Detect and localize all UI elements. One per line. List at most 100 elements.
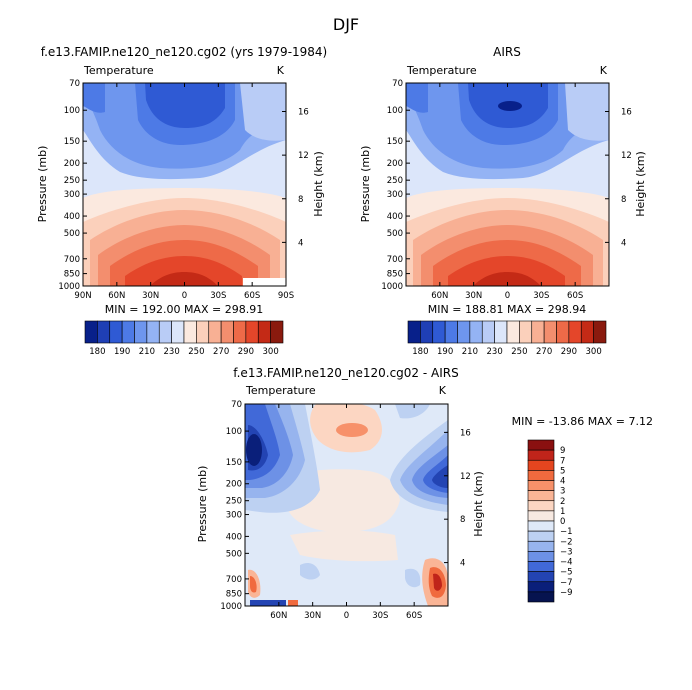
colorbar-label: 210 — [139, 347, 155, 357]
panel-airs-contours — [406, 83, 609, 286]
colorbar-label: 0 — [560, 517, 565, 527]
y-tick-label: 1000 — [58, 282, 80, 292]
colorbar-box — [527, 540, 555, 552]
y-tick-label: 850 — [387, 270, 403, 280]
panel-model-stats: MIN = 192.00 MAX = 298.91 — [105, 303, 263, 316]
y-tick-label: 700 — [64, 255, 80, 265]
colorbar-box — [527, 520, 555, 532]
colorbar-label: 230 — [487, 347, 503, 357]
y-tick-label: 300 — [64, 190, 80, 200]
colorbar-box — [527, 510, 555, 522]
colorbar-label: 250 — [188, 347, 204, 357]
panel-model-y-axis-title: Pressure (mb) — [36, 146, 49, 223]
panel-airs-x-ticks: 60N 30N 0 30S 60S — [431, 83, 583, 301]
colorbar-box — [270, 320, 284, 344]
colorbar-box — [519, 320, 533, 344]
height-tick-label: 8 — [298, 195, 303, 205]
y-tick-label: 700 — [387, 255, 403, 265]
y-tick-label: 400 — [64, 212, 80, 222]
x-tick-label: 90S — [278, 291, 294, 301]
panel-airs-left-string: Temperature — [406, 64, 477, 77]
colorbar-label: −3 — [560, 547, 573, 557]
panel-difference-title: f.e13.FAMIP.ne120_ne120.cg02 - AIRS — [233, 366, 458, 380]
colorbar-label: 270 — [536, 347, 552, 357]
height-tick-label: 16 — [460, 428, 471, 438]
y-tick-label: 70 — [231, 400, 242, 410]
y-tick-label: 100 — [226, 427, 242, 437]
panel-airs-y-ticks: 70 100 150 200 250 300 400 500 700 850 1000 — [381, 79, 410, 292]
y-tick-label: 250 — [387, 176, 403, 186]
colorbar-label: 9 — [560, 446, 565, 456]
colorbar-label: 250 — [511, 347, 527, 357]
colorbar-box — [220, 320, 234, 344]
colorbar-box — [109, 320, 123, 344]
page-title: DJF — [333, 15, 359, 34]
y-tick-label: 100 — [64, 106, 80, 116]
colorbar-box — [196, 320, 210, 344]
colorbar-label: 180 — [89, 347, 105, 357]
colorbar-label: 2 — [560, 497, 565, 507]
y-tick-label: 400 — [387, 212, 403, 222]
panel-difference-y-ticks: 70 100 150 200 250 300 400 500 700 850 1000 — [220, 400, 249, 612]
y-tick-label: 700 — [226, 575, 242, 585]
colorbar-box — [245, 320, 259, 344]
colorbar-label: 4 — [560, 477, 565, 487]
panel-airs-stats: MIN = 188.81 MAX = 298.94 — [428, 303, 586, 316]
panel-airs-colorbar: 180 190 210 230 250 270 290 300 — [407, 320, 607, 357]
panel-airs-title: AIRS — [493, 45, 521, 59]
colorbar-label: 290 — [561, 347, 577, 357]
y-tick-label: 500 — [64, 229, 80, 239]
colorbar-box — [134, 320, 148, 344]
panel-model-title: f.e13.FAMIP.ne120_ne120.cg02 (yrs 1979-1… — [41, 45, 328, 59]
colorbar-label: 210 — [462, 347, 478, 357]
colorbar-box — [527, 470, 555, 481]
colorbar-label: 7 — [560, 456, 565, 466]
colorbar-label: 190 — [114, 347, 130, 357]
panel-difference-height-axis-title: Height (km) — [472, 471, 485, 537]
x-tick-label: 60S — [406, 611, 422, 621]
x-tick-label: 30S — [372, 611, 388, 621]
colorbar-box — [527, 551, 555, 562]
colorbar-label: −7 — [560, 578, 573, 588]
colorbar-box — [527, 459, 555, 471]
y-tick-label: 300 — [387, 190, 403, 200]
y-tick-label: 100 — [387, 106, 403, 116]
x-tick-label: 30N — [304, 611, 321, 621]
height-tick-label: 12 — [460, 472, 471, 482]
y-tick-label: 1000 — [381, 282, 403, 292]
colorbar-box — [158, 320, 172, 344]
colorbar-box — [527, 500, 555, 512]
height-tick-label: 4 — [621, 238, 626, 248]
colorbar-box — [481, 320, 495, 344]
colorbar-box — [527, 571, 555, 583]
panel-model-height-axis-title: Height (km) — [312, 151, 325, 217]
colorbar-box — [543, 320, 557, 344]
panel-airs: AIRS Temperature K 70 100 150 200 250 300 400 5… — [359, 45, 647, 357]
y-tick-label: 400 — [226, 532, 242, 542]
y-tick-label: 150 — [64, 137, 80, 147]
height-tick-label: 16 — [621, 108, 632, 118]
colorbar-label: 5 — [560, 466, 565, 476]
panel-difference-left-string: Temperature — [245, 384, 316, 397]
colorbar-label: 190 — [437, 347, 453, 357]
colorbar-label: −9 — [560, 588, 573, 598]
colorbar-box — [469, 320, 483, 344]
colorbar-label: 300 — [263, 347, 279, 357]
y-tick-label: 70 — [69, 79, 80, 89]
y-tick-label: 500 — [226, 549, 242, 559]
colorbar-box — [208, 320, 222, 344]
colorbar-label: 290 — [238, 347, 254, 357]
panel-difference-stats: MIN = -13.86 MAX = 7.12 — [512, 415, 653, 428]
y-tick-label: 200 — [226, 480, 242, 490]
colorbar-box — [84, 320, 98, 344]
x-tick-label: 0 — [344, 611, 349, 621]
y-tick-label: 200 — [64, 159, 80, 169]
colorbar-box — [527, 581, 555, 593]
colorbar-box — [527, 490, 555, 502]
colorbar-box — [420, 320, 434, 344]
colorbar-box — [257, 320, 271, 344]
colorbar-label: 270 — [213, 347, 229, 357]
height-tick-label: 4 — [298, 238, 303, 248]
colorbar-box — [568, 320, 582, 344]
